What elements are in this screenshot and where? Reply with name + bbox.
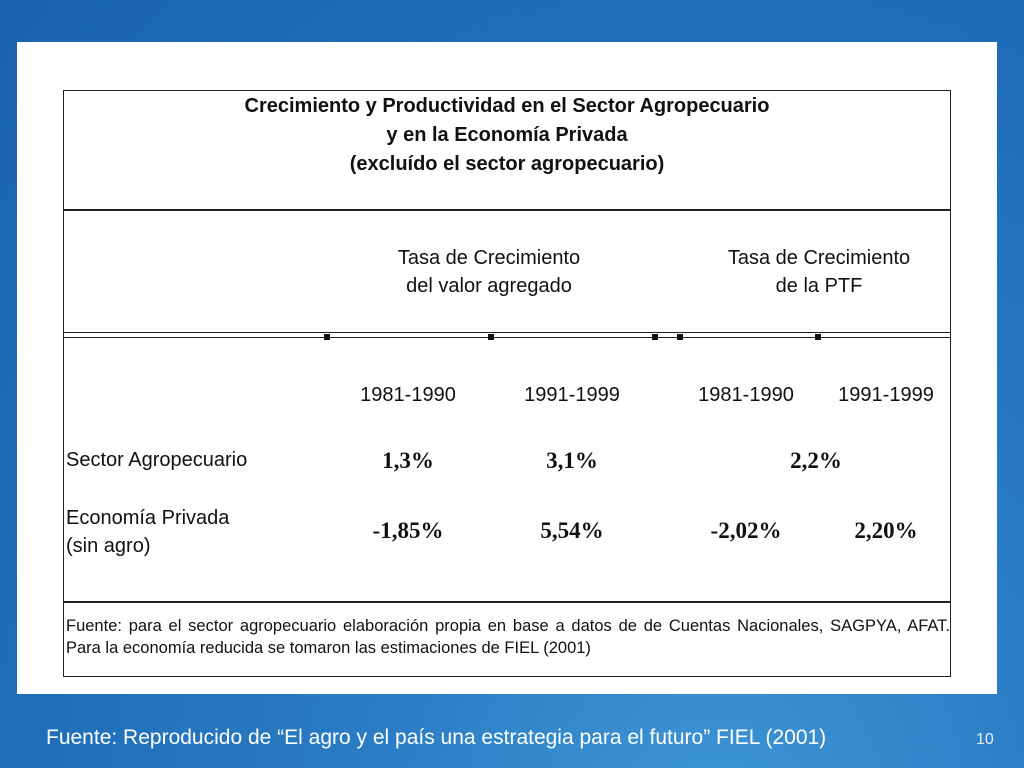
- year-header-ptf-1981: 1981-1990: [698, 384, 794, 406]
- year-header-ptf-1991: 1991-1999: [838, 384, 934, 406]
- data-table: Crecimiento y Productividad en el Sector…: [63, 90, 951, 677]
- group-header-valor-agregado: Tasa de Crecimiento del valor agregado: [354, 244, 624, 300]
- slide-page-number: 10: [976, 731, 994, 748]
- table-source-note: Fuente: para el sector agropecuario elab…: [66, 617, 950, 657]
- source-divider: [64, 601, 950, 603]
- value-econ-va-1991: 5,54%: [540, 518, 604, 543]
- column-tick-mark: [815, 334, 821, 340]
- column-tick-mark: [652, 334, 658, 340]
- slide-footer-citation: Fuente: Reproducido de “El agro y el paí…: [46, 726, 827, 749]
- column-tick-mark: [324, 334, 330, 340]
- value-agro-va-1991: 3,1%: [546, 448, 598, 473]
- slide-content-panel: Crecimiento y Productividad en el Sector…: [17, 42, 997, 694]
- row-label-line-2: (sin agro): [66, 535, 151, 557]
- row-label-line-1: Sector Agropecuario: [66, 449, 248, 471]
- value-agro-ptf: 2,2%: [790, 448, 842, 473]
- value-econ-ptf-1991: 2,20%: [854, 518, 918, 543]
- header-divider-bottom: [64, 337, 950, 338]
- group-header-line-2: del valor agregado: [406, 275, 572, 297]
- value-econ-ptf-1981: -2,02%: [710, 518, 782, 543]
- table-top-border: [64, 90, 950, 91]
- row-label-sector-agropecuario: Sector Agropecuario: [66, 446, 247, 474]
- table-title: Crecimiento y Productividad en el Sector…: [64, 92, 950, 179]
- column-tick-mark: [677, 334, 683, 340]
- year-header-va-1981: 1981-1990: [360, 384, 456, 406]
- group-header-line-1: Tasa de Crecimiento: [397, 247, 581, 269]
- row-label-line-1: Economía Privada: [66, 507, 230, 529]
- row-label-economia-privada: Economía Privada (sin agro): [66, 504, 229, 560]
- year-header-va-1991: 1991-1999: [524, 384, 620, 406]
- group-header-ptf: Tasa de Crecimiento de la PTF: [674, 244, 964, 300]
- header-divider-top: [64, 332, 950, 333]
- group-header-line-1: Tasa de Crecimiento: [727, 247, 911, 269]
- table-title-line-3: (excluído el sector agropecuario): [349, 153, 665, 175]
- title-divider: [64, 209, 950, 211]
- table-title-line-2: y en la Economía Privada: [386, 124, 628, 146]
- column-tick-mark: [488, 334, 494, 340]
- value-agro-va-1981: 1,3%: [382, 448, 434, 473]
- table-title-line-1: Crecimiento y Productividad en el Sector…: [244, 95, 770, 117]
- group-header-line-2: de la PTF: [775, 275, 863, 297]
- value-econ-va-1981: -1,85%: [372, 518, 444, 543]
